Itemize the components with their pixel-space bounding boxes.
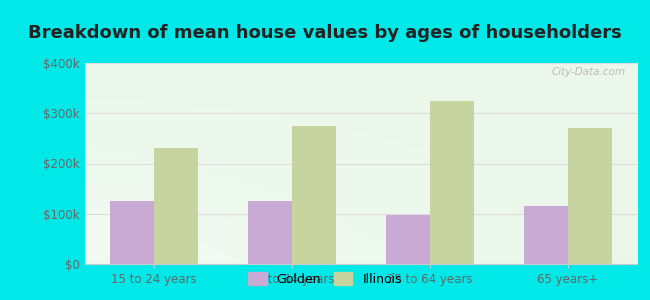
Bar (385, 215, 430, 264)
Bar (430, 101, 474, 264)
Bar (567, 128, 612, 264)
Text: City-Data.com: City-Data.com (552, 67, 626, 77)
Bar (292, 126, 336, 264)
Bar (523, 206, 567, 264)
Bar (248, 201, 292, 264)
Text: Breakdown of mean house values by ages of householders: Breakdown of mean house values by ages o… (28, 24, 622, 42)
Bar (110, 201, 154, 264)
Bar (154, 148, 198, 264)
Legend: Golden, Illinois: Golden, Illinois (243, 267, 407, 291)
